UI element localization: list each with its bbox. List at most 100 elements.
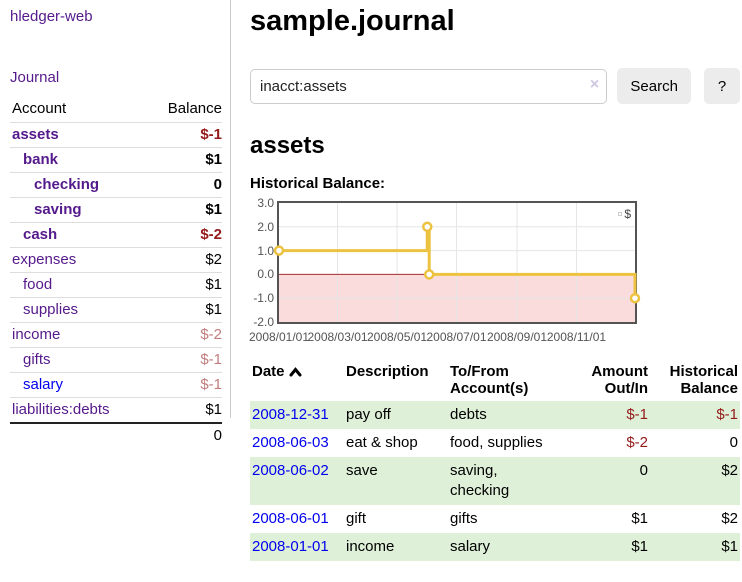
account-row: income $-2 (10, 322, 222, 348)
x-axis-tick-label: 2008/07/01 (426, 330, 487, 344)
account-row: saving $1 (10, 197, 222, 223)
account-balance: $-2 (145, 222, 222, 248)
account-row: cash $-2 (10, 222, 222, 248)
accounts-column-header: To/From Account(s) (450, 363, 529, 397)
transaction-date-link[interactable]: 2008-06-02 (252, 462, 329, 479)
transaction-accounts: salary (450, 538, 491, 555)
account-balance: $-2 (145, 322, 222, 348)
transaction-date-link[interactable]: 2008-01-01 (252, 538, 329, 555)
account-balance: $1 (145, 147, 222, 173)
x-axis-tick-label: 2008/05/01 (366, 330, 428, 344)
account-link[interactable]: cash (23, 226, 58, 243)
amount-column-header: Amount Out/In (591, 363, 648, 397)
transaction-date-link[interactable]: 2008-06-01 (252, 510, 329, 527)
x-axis-tick-label: 2008/01/01 (248, 330, 310, 344)
account-link[interactable]: income (12, 326, 61, 343)
account-balance: $1 (145, 197, 222, 223)
y-axis-tick-label: 3.0 (257, 196, 274, 210)
transaction-balance: $2 (721, 510, 738, 527)
transaction-accounts: gifts (450, 510, 478, 527)
account-row: supplies $1 (10, 297, 222, 323)
brand-link[interactable]: hledger-web (10, 8, 93, 25)
sidebar: hledger-web Journal Account Balance asse… (0, 0, 230, 448)
legend-swatch-icon (618, 212, 623, 216)
transaction-accounts: saving, checking (450, 462, 510, 499)
account-link[interactable]: supplies (23, 301, 79, 318)
search-input[interactable] (250, 68, 608, 104)
clear-search-icon[interactable]: × (589, 75, 600, 93)
account-link[interactable]: gifts (23, 351, 51, 368)
search-bar: × Search ? (250, 68, 740, 104)
transaction-description: gift (346, 510, 367, 527)
account-row: liabilities:debts $1 (10, 397, 222, 423)
account-balance-table: Account Balance assets $-1 bank $1 checking 0… (10, 98, 222, 448)
y-axis-tick-label: -2.0 (253, 315, 274, 329)
account-balance: $-1 (145, 122, 222, 148)
historical-balance-chart: $ 3.0 2.0 1.0 0.0 -1.0 -2.0 2008/01/01 2008/03/… (248, 196, 740, 347)
account-link[interactable]: assets (12, 126, 59, 143)
transaction-amount: $1 (631, 538, 648, 555)
total-row: 0 (10, 422, 222, 448)
main-content: sample.journal × Search ? assets Histori… (248, 0, 740, 561)
transaction-balance: 0 (729, 434, 738, 451)
transaction-row: 2008-06-01 gift gifts $1 $2 (250, 505, 740, 533)
account-balance: 0 (145, 172, 222, 198)
account-heading: assets (250, 132, 325, 159)
sort-ascending-icon (289, 367, 302, 377)
x-axis-tick-label: 2008/09/01 (486, 330, 547, 344)
chart-legend: $ (618, 207, 631, 221)
account-link[interactable]: checking (34, 176, 100, 193)
transaction-amount: $-1 (626, 406, 648, 423)
account-balance: $1 (145, 297, 222, 323)
help-button[interactable]: ? (704, 68, 740, 104)
sidebar-item-journal[interactable]: Journal (10, 69, 60, 86)
account-row: gifts $-1 (10, 347, 222, 373)
transaction-balance: $2 (721, 462, 738, 479)
account-row: checking 0 (10, 172, 222, 198)
page-title: sample.journal (250, 5, 455, 37)
balance-column-header: Historical Balance (669, 363, 738, 397)
account-link[interactable]: food (23, 276, 53, 293)
transaction-description: save (346, 462, 378, 479)
account-link[interactable]: liabilities:debts (12, 401, 110, 418)
transaction-row: 2008-01-01 income salary $1 $1 (250, 533, 740, 561)
account-link[interactable]: salary (23, 376, 64, 393)
account-balance: $1 (145, 272, 222, 298)
chart-plot-area: $ (273, 201, 641, 324)
y-axis-tick-label: 1.0 (257, 243, 274, 258)
account-balance: $-1 (145, 372, 222, 398)
sidebar-divider (230, 0, 231, 418)
transaction-description: income (346, 538, 395, 555)
total-balance: 0 (145, 422, 222, 448)
transaction-amount: $1 (631, 510, 648, 527)
transaction-balance: $-1 (716, 406, 738, 423)
y-axis-tick-label: -1.0 (253, 291, 274, 306)
transaction-row: 2008-06-02 save saving, checking 0 $2 (250, 457, 740, 505)
transaction-date-link[interactable]: 2008-06-03 (252, 434, 329, 451)
x-axis-tick-label: 2008/03/01 (307, 330, 368, 344)
account-link[interactable]: expenses (12, 251, 77, 268)
transaction-row: 2008-12-31 pay off debts $-1 $-1 (250, 401, 740, 429)
description-column-header: Description (346, 363, 429, 380)
account-column-header: Account (12, 100, 67, 117)
account-row: salary $-1 (10, 372, 222, 398)
transaction-amount: 0 (639, 462, 648, 479)
date-column-header[interactable]: Date (250, 361, 346, 401)
transaction-balance: $1 (721, 538, 738, 555)
y-axis-tick-label: 2.0 (257, 219, 274, 234)
account-balance: $1 (145, 397, 222, 423)
transaction-date-link[interactable]: 2008-12-31 (252, 406, 329, 423)
account-link[interactable]: saving (34, 201, 82, 218)
account-row: expenses $2 (10, 247, 222, 273)
transaction-description: eat & shop (346, 434, 418, 451)
account-balance: $2 (145, 247, 222, 273)
balance-column-header: Balance (167, 100, 222, 117)
search-button[interactable]: Search (617, 68, 692, 104)
transaction-amount: $-2 (626, 434, 648, 451)
transaction-description: pay off (346, 406, 391, 423)
account-row: bank $1 (10, 147, 222, 173)
transaction-row: 2008-06-03 eat & shop food, supplies $-2 0 (250, 429, 740, 457)
transactions-table: Date Description To/From Account(s) Amou… (250, 361, 740, 561)
account-link[interactable]: bank (23, 151, 59, 168)
y-axis-tick-label: 0.0 (257, 267, 274, 282)
